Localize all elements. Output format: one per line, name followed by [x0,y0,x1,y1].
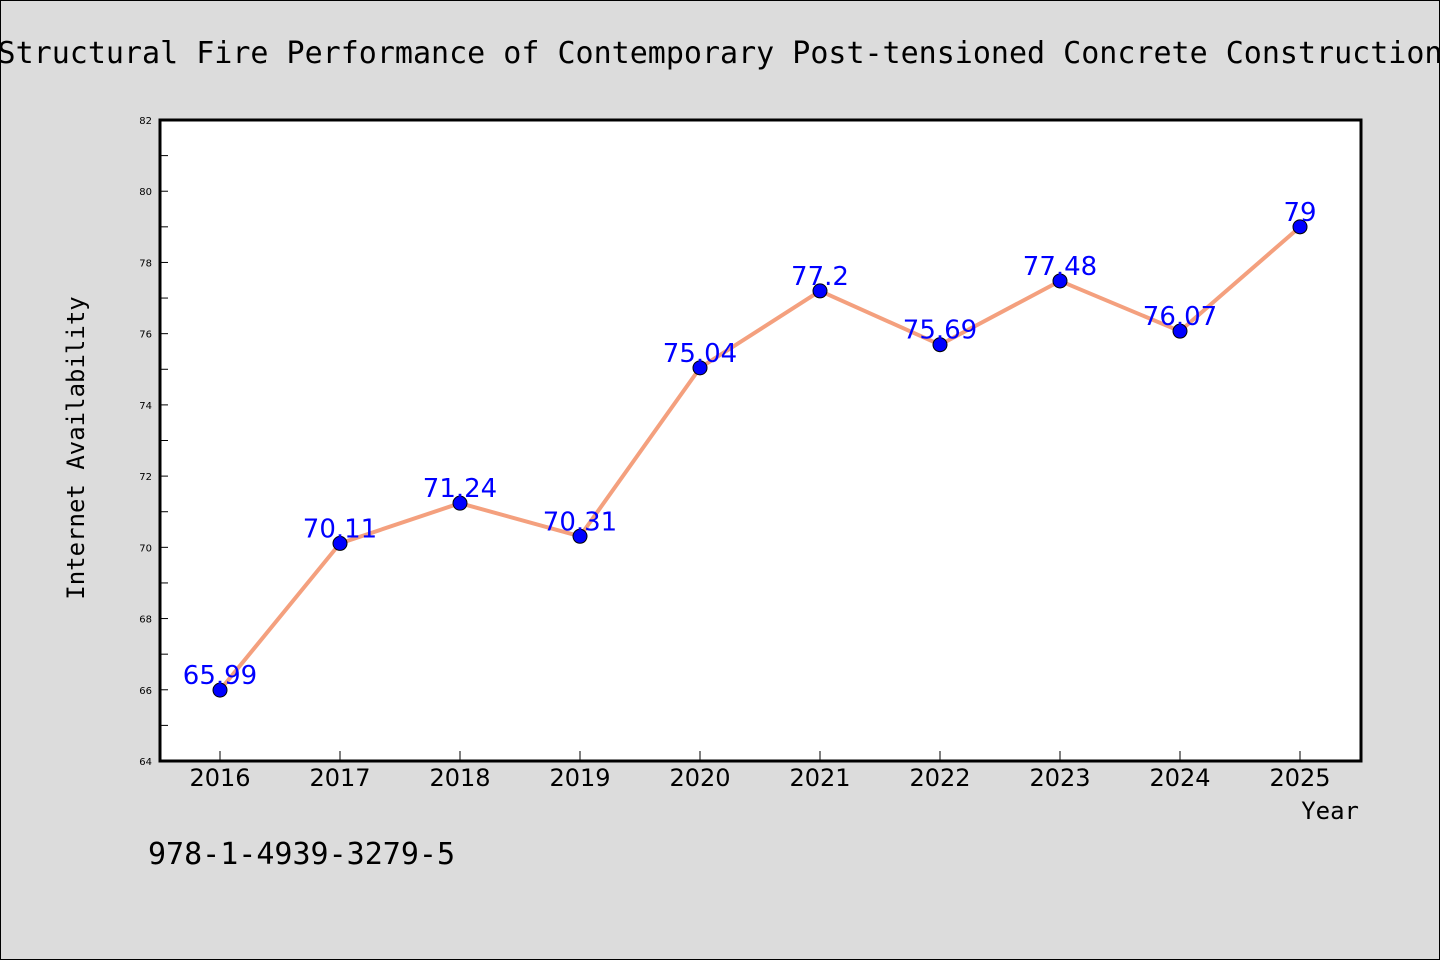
x-axis-label: Year [1301,797,1359,825]
y-tick-label: 66 [139,686,152,697]
x-tick-label: 2016 [189,764,250,792]
data-point [1292,219,1308,235]
plot-area [158,118,1363,763]
x-tick-label: 2018 [429,764,490,792]
data-label: 75.69 [903,316,977,346]
data-label: 75.04 [663,339,737,369]
data-point [1172,323,1188,339]
x-tick-label: 2022 [909,764,970,792]
data-label: 77.48 [1023,252,1097,282]
data-point [572,528,588,544]
x-tick-label: 2020 [669,764,730,792]
x-tick-label: 2024 [1149,764,1210,792]
data-labels-layer: 65.99 70.11 71.24 70.31 75.04 77.2 75.69 77.48 7… [183,198,1317,691]
x-tick-label: 2025 [1269,764,1330,792]
data-label: 71.24 [423,474,497,504]
y-tick-label: 70 [139,543,152,554]
x-tick-label: 2019 [549,764,610,792]
x-tick-label: 2023 [1029,764,1090,792]
series-line [218,225,1302,692]
data-label: 70.31 [543,507,617,537]
y-tick-label: 64 [139,757,152,768]
data-label: 70.11 [303,514,377,544]
x-axis: 2016 2017 2018 2019 2020 2021 2022 2023 2024 2025 [189,751,1331,792]
chart-title: Structural Fire Performance of Contempor… [0,36,1440,71]
data-label: 77.2 [791,262,849,292]
y-tick-label: 68 [139,615,152,626]
data-point [212,682,228,698]
y-tick-label: 78 [139,258,152,269]
data-label: 76.07 [1143,302,1217,332]
data-point [452,495,468,511]
series-layer [212,219,1308,698]
y-tick-label: 76 [139,330,152,341]
x-tick-label: 2021 [789,764,850,792]
data-label: 65.99 [183,661,257,691]
isbn-text: 978-1-4939-3279-5 [148,837,455,872]
data-point [812,283,828,299]
y-tick-label: 74 [139,401,152,412]
y-axis: 64 66 68 70 72 74 76 78 80 82 [139,116,168,768]
y-tick-label: 80 [139,187,152,198]
data-point [1052,273,1068,289]
y-axis-label: Internet Availability [62,296,90,599]
x-tick-label: 2017 [309,764,370,792]
y-tick-label: 72 [139,472,152,483]
data-point [692,360,708,376]
data-point [332,535,348,551]
data-label: 79 [1283,198,1316,228]
data-point [932,337,948,353]
y-tick-label: 82 [139,116,152,127]
